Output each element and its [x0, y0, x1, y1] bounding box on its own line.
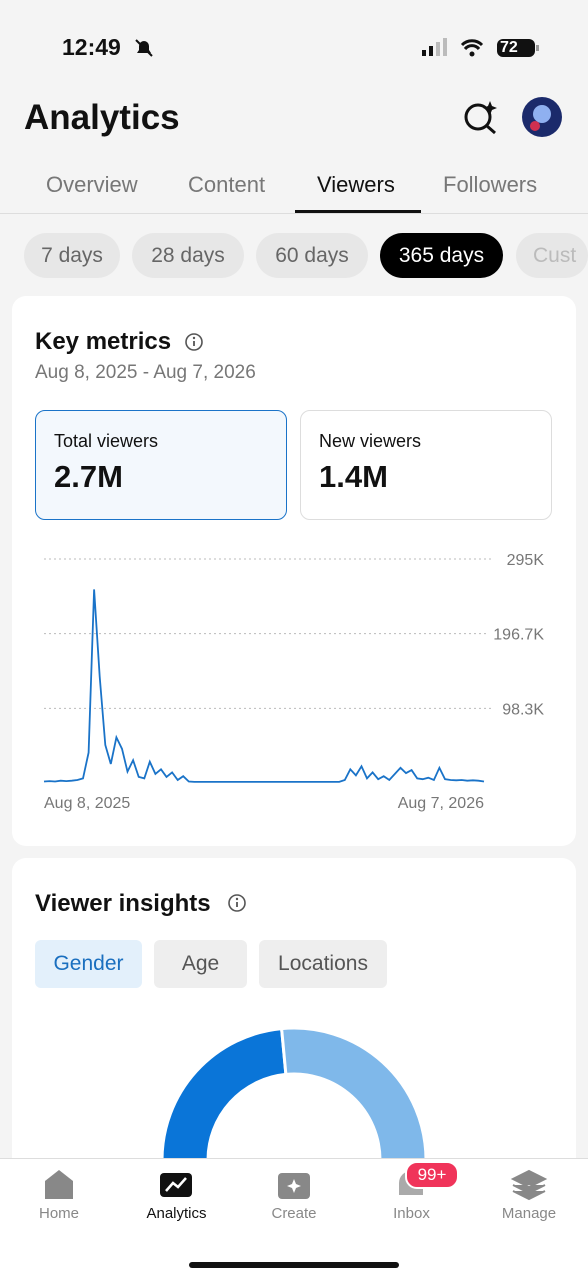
tab[interactable]: Followers [443, 172, 538, 197]
range-chip[interactable]: 365 days [380, 233, 503, 278]
date-range: Aug 8, 2025 - Aug 7, 2026 [35, 362, 256, 383]
search-button[interactable] [462, 99, 498, 135]
insight-tab[interactable]: Age [154, 940, 247, 988]
insight-tab[interactable]: Gender [35, 940, 142, 988]
range-chip[interactable]: 7 days [24, 233, 120, 278]
tab[interactable]: Overview [46, 172, 138, 197]
donut-segment [160, 1026, 288, 1160]
page-title: Analytics [24, 98, 180, 137]
gender-donut [160, 1026, 428, 1160]
y-tick-label: 295K [507, 552, 545, 569]
nav-item[interactable]: Inbox [393, 1205, 430, 1222]
tab-underline [295, 210, 421, 213]
battery-level: 72 [500, 39, 518, 56]
data-line [43, 589, 485, 783]
home-indicator [189, 1262, 399, 1268]
card-title: Viewer insights [35, 890, 211, 917]
avatar[interactable] [521, 96, 563, 138]
metric-label: New viewers [319, 431, 422, 451]
divider [0, 213, 588, 214]
tab[interactable]: Viewers [317, 172, 395, 197]
x-tick-label: Aug 8, 2025 [44, 795, 130, 812]
nav-icons [45, 1169, 548, 1201]
donut-segment [279, 1026, 428, 1160]
range-chip[interactable]: 60 days [256, 233, 368, 278]
y-tick-label: 196.7K [493, 627, 544, 644]
range-chip[interactable]: Cust [516, 233, 588, 278]
x-tick-label: Aug 7, 2026 [398, 795, 484, 812]
insight-tab[interactable]: Locations [259, 940, 387, 988]
line-chart: 98.3K 196.7K 295K Aug 8, 2025 Aug 7, 2026 [43, 552, 545, 812]
status-icons [422, 38, 539, 57]
nav-item[interactable]: Manage [501, 1205, 557, 1222]
metric-card[interactable]: Total viewers 2.7M [35, 410, 287, 520]
clock: 12:49 [62, 34, 121, 60]
info-icon[interactable] [227, 893, 247, 913]
info-icon[interactable] [184, 332, 204, 352]
viewer-insights-card [12, 858, 576, 1188]
metric-card[interactable]: New viewers 1.4M [300, 410, 552, 520]
key-metrics-card [12, 296, 576, 846]
y-tick-label: 98.3K [502, 701, 544, 718]
card-title: Key metrics [35, 328, 172, 355]
metric-label: Total viewers [54, 431, 159, 451]
tab[interactable]: Content [188, 172, 266, 197]
metric-value: 1.4M [319, 459, 388, 494]
nav-item[interactable]: Analytics [146, 1205, 207, 1222]
nav-item[interactable]: Home [38, 1205, 79, 1222]
mute-icon [135, 39, 153, 57]
inbox-badge: 99+ [405, 1161, 459, 1189]
metric-value: 2.7M [54, 459, 123, 494]
range-chip[interactable]: 28 days [132, 233, 244, 278]
nav-item[interactable]: Create [271, 1205, 317, 1222]
